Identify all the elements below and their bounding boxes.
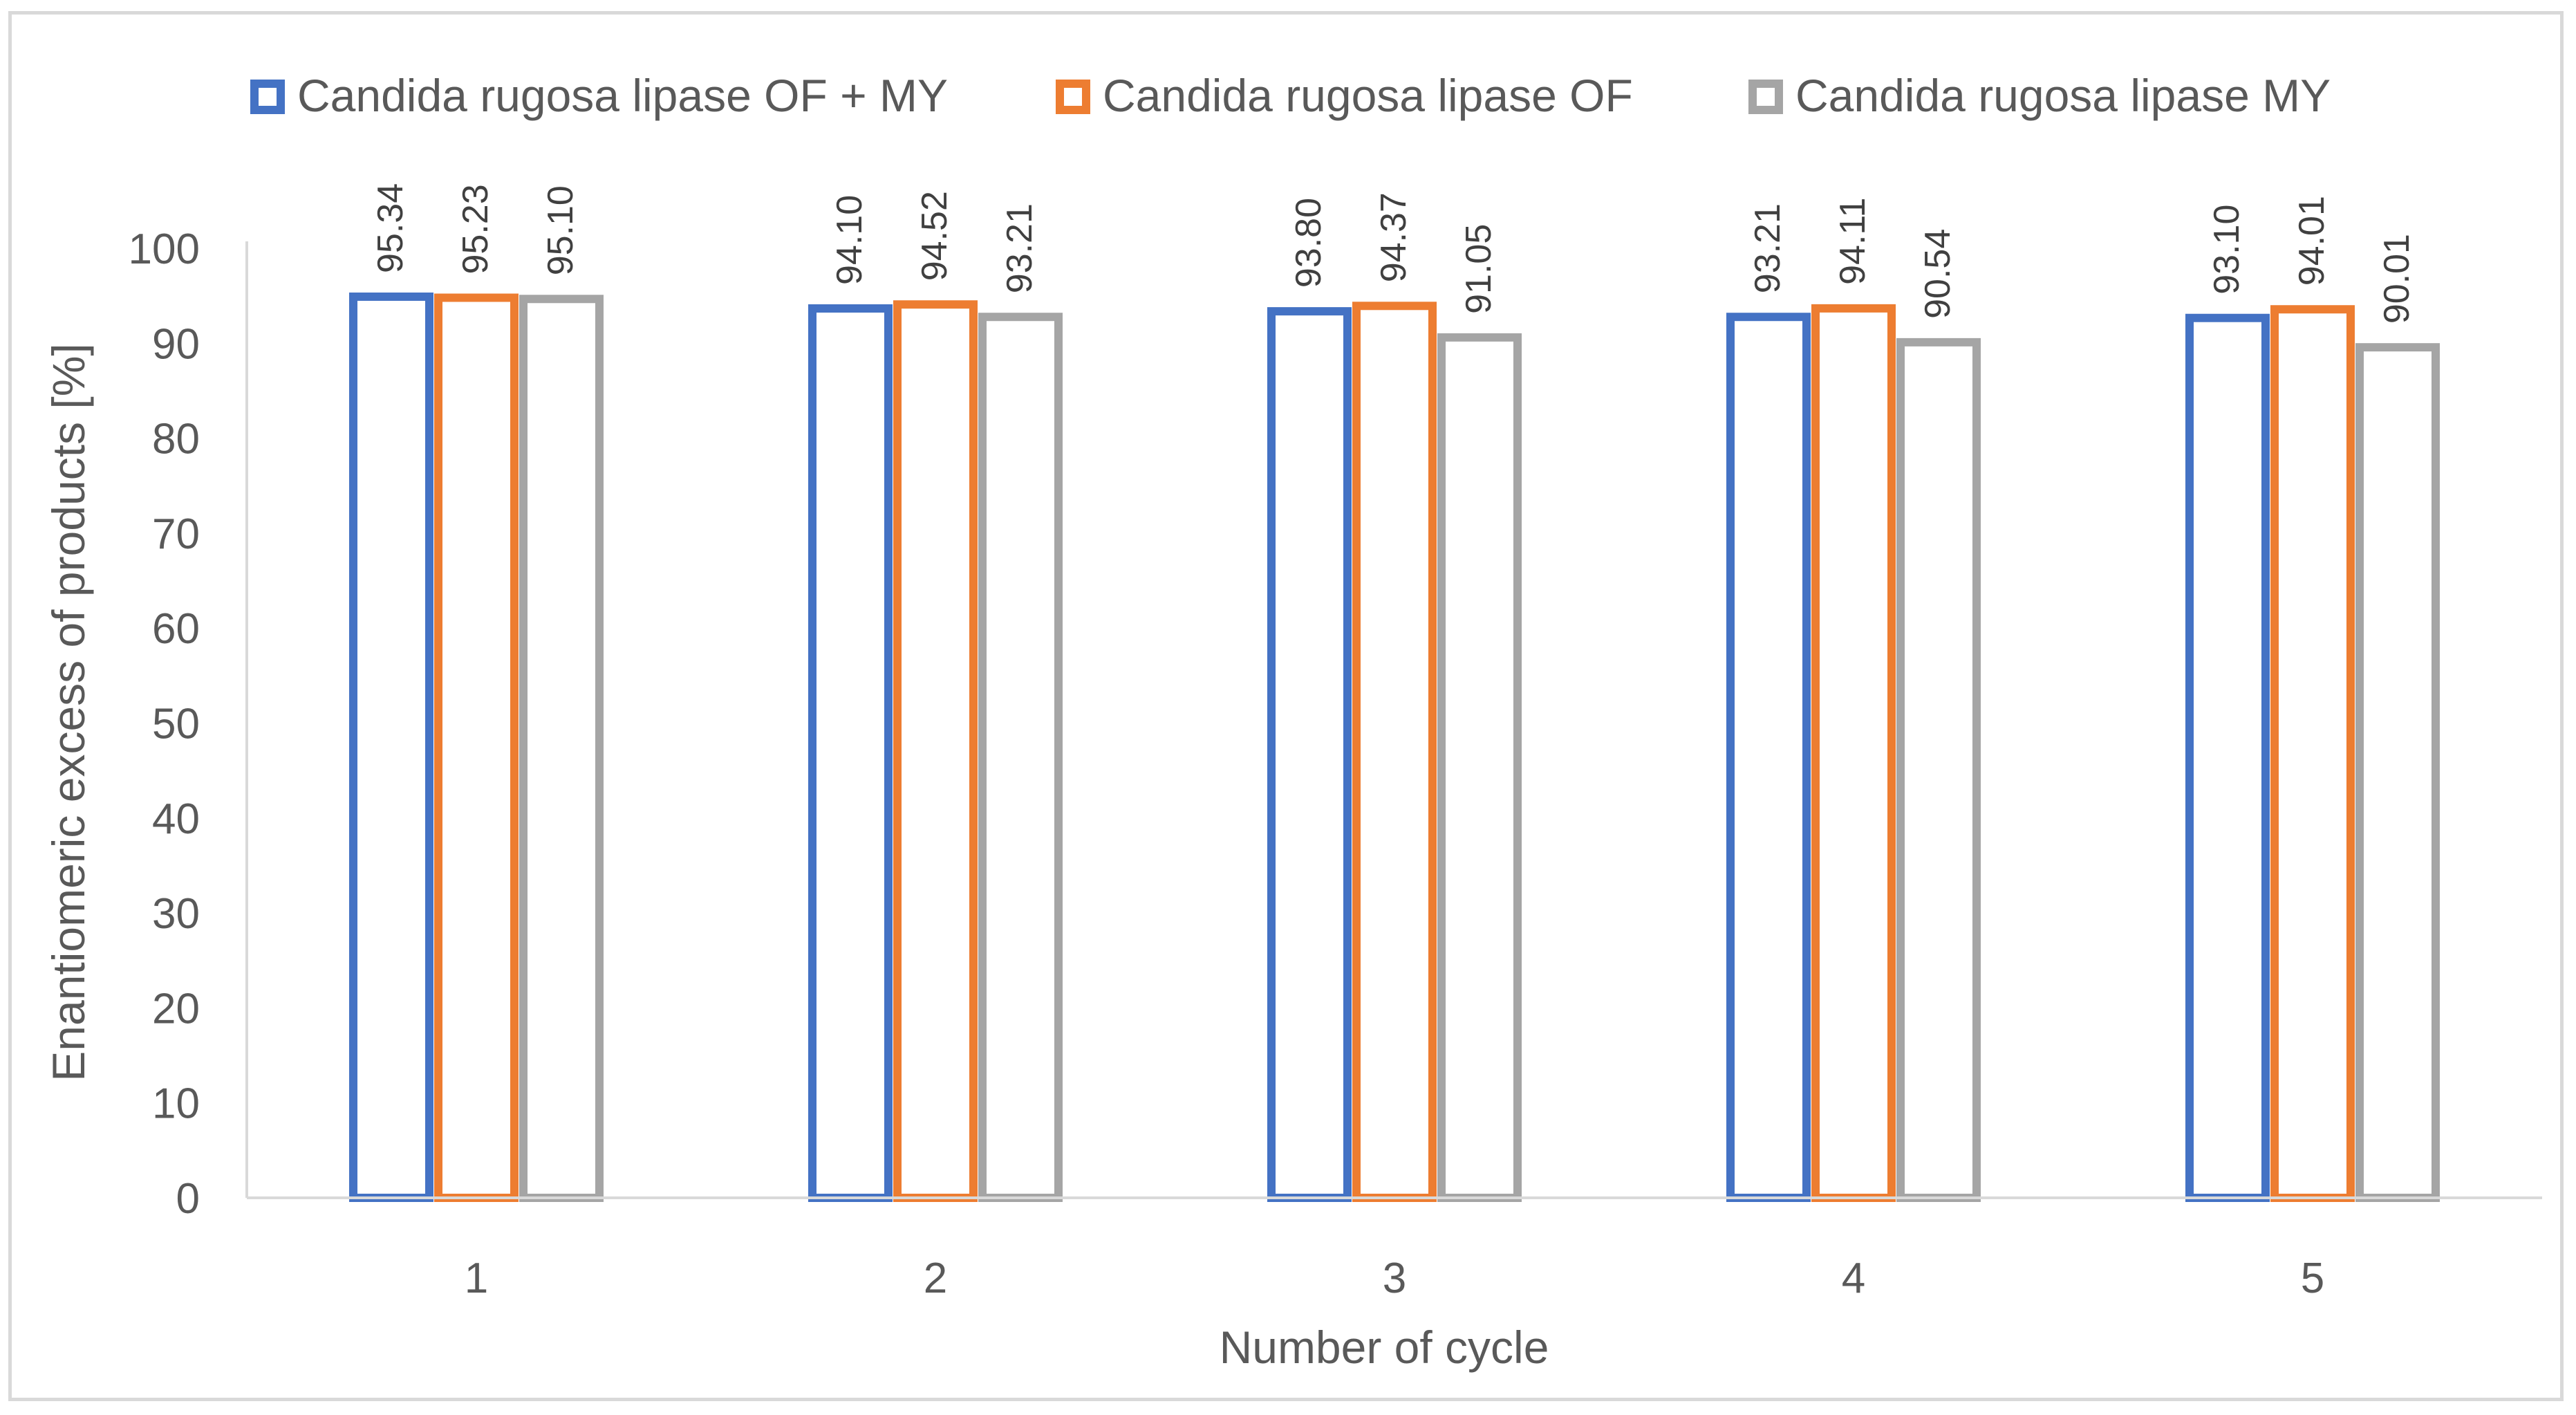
legend-label: Candida rugosa lipase OF <box>1103 70 1633 121</box>
y-tick-label: 60 <box>152 605 200 653</box>
legend-item: Candida rugosa lipase MY <box>1748 70 2331 121</box>
bar <box>2355 343 2440 1202</box>
legend-item: Candida rugosa lipase OF + MY <box>250 70 948 121</box>
data-label: 94.37 <box>1374 192 1414 282</box>
data-label: 95.34 <box>371 183 411 273</box>
x-axis: 1 2 3 4 5 <box>247 1196 2542 1302</box>
x-tick-label: 5 <box>2301 1255 2324 1302</box>
bars: 95.34 95.23 95.10 94.10 94.52 93.21 93.80 94.37… <box>349 183 2440 1203</box>
chart-frame: Candida rugosa lipase OF + MY Candida rug… <box>8 11 2564 1401</box>
bar <box>2270 305 2355 1203</box>
data-label: 93.21 <box>1748 203 1788 293</box>
bar <box>893 300 978 1203</box>
y-tick-label: 0 <box>176 1175 200 1223</box>
legend-swatch <box>1748 80 1783 114</box>
y-tick-label: 90 <box>152 320 200 368</box>
data-label: 91.05 <box>1459 224 1499 314</box>
data-label: 94.10 <box>830 195 870 285</box>
data-label: 94.11 <box>1833 198 1873 285</box>
y-tick-label: 80 <box>152 416 200 463</box>
y-tick-label: 20 <box>152 985 200 1033</box>
bar <box>1437 333 1522 1202</box>
data-label: 93.80 <box>1289 198 1329 288</box>
bar <box>1811 304 1896 1202</box>
bar <box>1352 302 1437 1202</box>
data-label: 90.54 <box>1918 229 1958 319</box>
data-label: 94.01 <box>2292 196 2332 286</box>
bar-chart: Candida rugosa lipase OF + MY Candida rug… <box>43 70 2542 1373</box>
legend-swatch <box>1056 80 1090 114</box>
bar <box>349 292 433 1202</box>
y-tick-label: 40 <box>152 795 200 843</box>
y-tick-label: 30 <box>152 890 200 938</box>
bar <box>434 293 519 1203</box>
x-tick-label: 3 <box>1383 1255 1406 1302</box>
data-label: 95.23 <box>456 184 496 274</box>
y-tick-label: 100 <box>129 225 200 273</box>
legend-item: Candida rugosa lipase OF <box>1056 70 1633 121</box>
legend-swatch <box>250 80 285 114</box>
y-axis: 0 10 20 30 40 50 60 70 80 90 100 <box>129 225 248 1223</box>
y-axis-title: Enantiomeric excess of products [%] <box>43 343 94 1081</box>
legend-label: Candida rugosa lipase OF + MY <box>297 70 948 121</box>
bar <box>808 304 893 1203</box>
y-tick-label: 50 <box>152 701 200 748</box>
y-tick-label: 70 <box>152 510 200 558</box>
bar <box>2185 313 2270 1202</box>
bar <box>519 295 604 1203</box>
data-label: 93.21 <box>1000 203 1040 293</box>
data-label: 90.01 <box>2377 234 2417 324</box>
x-tick-label: 1 <box>465 1255 488 1302</box>
bar <box>1267 307 1352 1203</box>
legend-label: Candida rugosa lipase MY <box>1795 70 2331 121</box>
x-tick-label: 2 <box>924 1255 947 1302</box>
x-tick-label: 4 <box>1842 1255 1865 1302</box>
legend: Candida rugosa lipase OF + MY Candida rug… <box>250 70 2331 121</box>
bar <box>1896 337 1981 1203</box>
data-label: 93.10 <box>2207 205 2247 295</box>
data-label: 94.52 <box>915 191 955 281</box>
y-tick-label: 10 <box>152 1080 200 1128</box>
bar <box>1726 313 1811 1203</box>
bar <box>978 313 1063 1203</box>
data-label: 95.10 <box>541 185 581 275</box>
x-axis-title: Number of cycle <box>1220 1322 1549 1373</box>
